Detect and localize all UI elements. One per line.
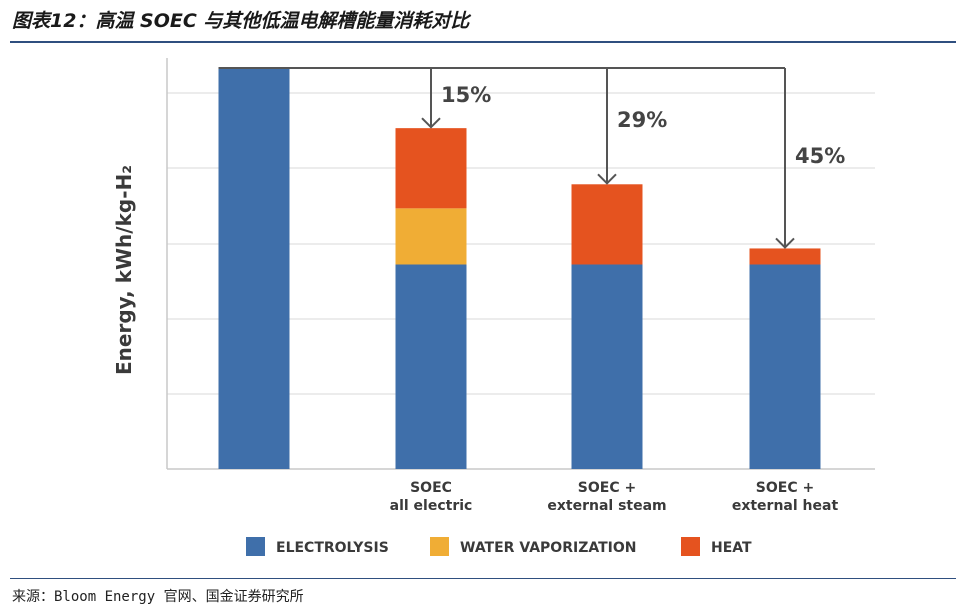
- legend-swatch-electrolysis: [246, 537, 265, 556]
- legend-swatch-heat: [681, 537, 700, 556]
- arrow-head-soec-external-heat: [775, 237, 795, 249]
- legend-label-water-vaporization: WATER VAPORIZATION: [460, 540, 636, 556]
- x-tick-label-soec-all-electric-line2: all electric: [390, 498, 473, 514]
- legend-label-heat: HEAT: [711, 540, 752, 556]
- bar-baseline-electrolysis: [218, 68, 290, 469]
- legend-label-electrolysis: ELECTROLYSIS: [276, 540, 389, 556]
- savings-label-soec-external-steam: 29%: [617, 108, 667, 132]
- bar-soec-external-heat-electrolysis: [749, 264, 821, 469]
- x-tick-label-soec-external-steam-line1: SOEC +: [578, 480, 636, 496]
- bar-soec-all-electric-water-vaporization: [395, 208, 467, 265]
- bar-soec-all-electric-heat: [395, 128, 467, 209]
- title-rule: [10, 41, 956, 43]
- legend-swatch-water-vaporization: [430, 537, 449, 556]
- source-note: 来源：Bloom Energy 官网、国金证券研究所: [12, 589, 304, 605]
- figure-title: 图表12：高温 SOEC 与其他低温电解槽能量消耗对比: [12, 10, 470, 32]
- savings-label-soec-all-electric: 15%: [441, 83, 491, 107]
- x-tick-label-soec-all-electric-line1: SOEC: [410, 480, 452, 496]
- x-tick-label-soec-external-heat-line2: external heat: [732, 498, 839, 514]
- bar-soec-external-steam-heat: [571, 184, 643, 265]
- bar-soec-all-electric-electrolysis: [395, 264, 467, 469]
- source-rule: [10, 578, 956, 579]
- y-axis-label: Energy, kWh/kg-H₂: [112, 165, 136, 375]
- x-tick-label-soec-external-heat-line1: SOEC +: [756, 480, 814, 496]
- bar-soec-external-steam-electrolysis: [571, 264, 643, 469]
- bar-soec-external-heat-heat: [749, 248, 821, 265]
- savings-label-soec-external-heat: 45%: [795, 144, 845, 168]
- x-tick-label-soec-external-steam-line2: external steam: [547, 498, 666, 514]
- arrow-head-soec-external-steam: [597, 173, 617, 185]
- arrow-head-soec-all-electric: [421, 117, 441, 129]
